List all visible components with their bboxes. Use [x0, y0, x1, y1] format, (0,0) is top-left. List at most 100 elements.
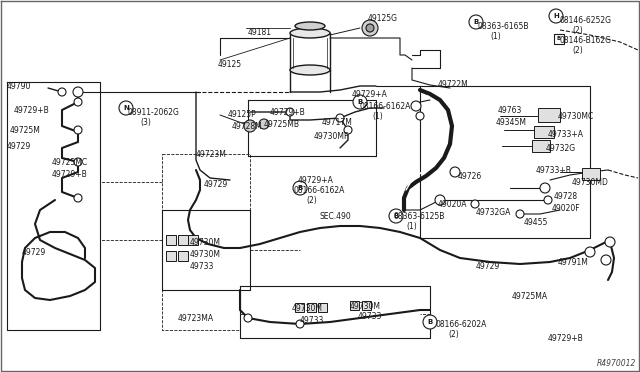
Bar [178, 235, 188, 245]
Bar [362, 301, 371, 310]
Text: 49725MB: 49725MB [264, 120, 300, 129]
Text: (2): (2) [572, 46, 583, 55]
Bar [554, 34, 564, 44]
Circle shape [74, 126, 82, 134]
Text: 08166-6162A: 08166-6162A [294, 186, 346, 195]
Text: B: B [474, 19, 479, 25]
Text: 49763: 49763 [498, 106, 522, 115]
Text: 08363-6125B: 08363-6125B [394, 212, 445, 221]
Text: 49730MD: 49730MD [572, 178, 609, 187]
Text: 49730M: 49730M [292, 304, 323, 313]
Text: 49730M: 49730M [190, 238, 221, 247]
Text: 49717M: 49717M [322, 118, 353, 127]
Text: 49729+B: 49729+B [52, 170, 88, 179]
Text: (2): (2) [448, 330, 459, 339]
Text: 49729+B: 49729+B [548, 334, 584, 343]
Text: 08146-6252G: 08146-6252G [560, 16, 612, 25]
Circle shape [389, 209, 403, 223]
Circle shape [119, 101, 133, 115]
Text: H: H [553, 13, 559, 19]
Circle shape [469, 15, 483, 29]
Circle shape [74, 194, 82, 202]
Text: B: B [357, 99, 363, 105]
Circle shape [244, 314, 252, 322]
Text: B: B [298, 185, 303, 191]
Bar [166, 235, 176, 245]
Text: 49733+B: 49733+B [536, 166, 572, 175]
Circle shape [293, 181, 307, 195]
Text: 49725MC: 49725MC [52, 158, 88, 167]
Circle shape [336, 114, 344, 122]
Text: B: B [394, 213, 399, 219]
Circle shape [74, 98, 82, 106]
Text: B: B [557, 36, 561, 42]
Bar [318, 303, 327, 312]
Text: 49729: 49729 [476, 262, 500, 271]
Ellipse shape [290, 28, 330, 38]
Text: 49125G: 49125G [368, 14, 398, 23]
Text: 49020F: 49020F [552, 204, 580, 213]
Text: 49125P: 49125P [228, 110, 257, 119]
Text: 49791M: 49791M [558, 258, 589, 267]
Text: 49729+B: 49729+B [270, 108, 306, 117]
Text: (2): (2) [572, 26, 583, 35]
Text: 49729+A: 49729+A [298, 176, 334, 185]
Text: R4970012: R4970012 [596, 359, 636, 368]
Circle shape [411, 101, 421, 111]
Text: 08363-6165B: 08363-6165B [478, 22, 529, 31]
Text: 49729+A: 49729+A [352, 90, 388, 99]
Bar [188, 235, 198, 245]
Circle shape [544, 196, 552, 204]
Text: 49729: 49729 [22, 248, 46, 257]
Text: (1): (1) [372, 112, 383, 121]
Text: 49722M: 49722M [438, 80, 468, 89]
Text: 49020A: 49020A [438, 200, 467, 209]
Text: 49730MF: 49730MF [314, 132, 349, 141]
Circle shape [450, 167, 460, 177]
Bar [350, 301, 359, 310]
Circle shape [362, 20, 378, 36]
Circle shape [58, 88, 66, 96]
Text: 49730MC: 49730MC [558, 112, 595, 121]
Circle shape [259, 119, 269, 129]
Circle shape [74, 158, 82, 166]
Circle shape [601, 255, 611, 265]
Circle shape [516, 210, 524, 218]
Circle shape [296, 320, 304, 328]
Text: (1): (1) [490, 32, 500, 41]
Text: (3): (3) [140, 118, 151, 127]
Circle shape [471, 200, 479, 208]
Text: SEC.490: SEC.490 [320, 212, 352, 221]
Circle shape [585, 247, 595, 257]
Text: 49723MA: 49723MA [178, 314, 214, 323]
Bar [534, 126, 554, 138]
Text: 49733: 49733 [300, 316, 324, 325]
Circle shape [286, 108, 294, 116]
Text: 49723M: 49723M [196, 150, 227, 159]
Circle shape [344, 126, 352, 134]
Circle shape [353, 95, 367, 109]
Text: 49733: 49733 [358, 312, 382, 321]
Text: (2): (2) [306, 196, 317, 205]
Text: N: N [123, 105, 129, 111]
Text: 49729+B: 49729+B [14, 106, 50, 115]
Text: 49732G: 49732G [546, 144, 576, 153]
Text: 49725MA: 49725MA [512, 292, 548, 301]
Text: 49725M: 49725M [10, 126, 41, 135]
Ellipse shape [295, 22, 325, 30]
Text: 49125: 49125 [218, 60, 242, 69]
Ellipse shape [290, 65, 330, 75]
Text: 08146-B162G: 08146-B162G [560, 36, 612, 45]
Text: 49733+A: 49733+A [548, 130, 584, 139]
Circle shape [605, 237, 615, 247]
Circle shape [435, 195, 445, 205]
Circle shape [366, 24, 374, 32]
Text: 49733: 49733 [190, 262, 214, 271]
Text: 08911-2062G: 08911-2062G [128, 108, 180, 117]
Text: 49728: 49728 [554, 192, 578, 201]
Text: 49345M: 49345M [496, 118, 527, 127]
Text: 49728M: 49728M [232, 122, 263, 131]
Text: 49790: 49790 [7, 82, 31, 91]
Circle shape [540, 183, 550, 193]
Text: 49732GA: 49732GA [476, 208, 511, 217]
